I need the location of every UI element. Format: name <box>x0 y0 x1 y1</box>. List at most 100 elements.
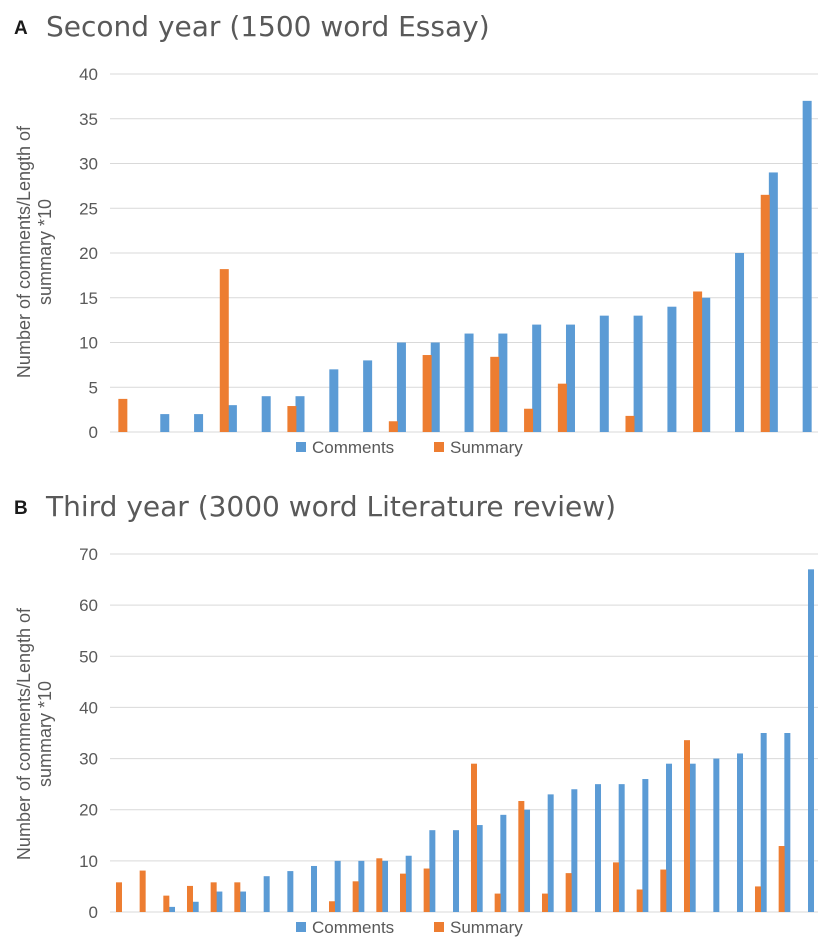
bar-comments <box>311 865 318 912</box>
y-axis-label-line: Number of comments/Length of <box>14 607 34 860</box>
bar-summary <box>778 846 785 912</box>
bar-summary <box>186 885 193 912</box>
y-tick-label: 30 <box>79 155 98 174</box>
bar-comments <box>599 315 609 432</box>
bar-comments <box>735 253 745 432</box>
bar-comments <box>396 342 406 432</box>
y-axis-label-line: summary *10 <box>35 199 55 305</box>
bar-summary <box>115 882 122 912</box>
bar-comments <box>160 414 170 432</box>
bar-comments <box>784 733 791 912</box>
bar-comments <box>240 891 247 912</box>
y-axis-label: Number of comments/Length of summary *10 <box>14 607 55 860</box>
bar-comments <box>642 779 649 912</box>
y-tick-label: 20 <box>79 801 98 820</box>
legend-swatch-summary <box>434 922 444 932</box>
legend-label-comments: Comments <box>312 918 394 937</box>
bar-comments <box>358 860 365 912</box>
bar-summary <box>234 882 241 912</box>
bar-comments <box>760 733 767 912</box>
y-tick-label: 70 <box>79 545 98 564</box>
bar-comments <box>261 396 271 432</box>
legend-swatch-comments <box>296 922 306 932</box>
bar-comments <box>216 891 223 912</box>
bar-summary <box>422 355 432 432</box>
bar-comments <box>429 830 436 912</box>
bar-comments <box>802 100 812 432</box>
y-tick-label: 15 <box>79 289 98 308</box>
legend-label-summary: Summary <box>450 438 523 457</box>
bar-summary <box>352 881 359 912</box>
y-tick-label: 10 <box>79 852 98 871</box>
bar-comments <box>666 763 673 912</box>
bar-comments <box>363 360 373 432</box>
chart-title: Second year (1500 word Essay) <box>46 10 490 43</box>
y-tick-label: 5 <box>89 378 98 397</box>
y-tick-label: 0 <box>89 423 98 442</box>
bar-summary <box>376 858 383 912</box>
bar-comments <box>464 333 474 432</box>
bar-summary <box>683 740 690 912</box>
bar-summary <box>518 801 525 912</box>
bar-summary <box>219 269 229 432</box>
chart-a: 0 5 10 15 20 25 30 35 40 Number of comments/Lengt… <box>14 65 818 457</box>
bar-comments <box>405 855 412 912</box>
bar-comments <box>192 901 199 912</box>
legend: Comments Summary <box>296 918 523 937</box>
bar-comments <box>667 306 677 432</box>
bar-comments <box>382 860 389 912</box>
y-tick-label: 25 <box>79 199 98 218</box>
chart-b: 0 10 20 30 40 50 60 70 Number of comments/Length… <box>14 545 818 937</box>
bar-summary <box>328 901 335 912</box>
bar-summary <box>660 869 667 912</box>
y-tick-label: 10 <box>79 334 98 353</box>
y-tick-label: 35 <box>79 110 98 129</box>
bar-comments <box>565 324 575 432</box>
bar-summary <box>693 291 703 432</box>
y-tick-label: 40 <box>79 65 98 84</box>
bar-comments <box>430 342 440 432</box>
y-tick-label: 0 <box>89 903 98 922</box>
bar-summary <box>541 893 548 912</box>
bar-comments <box>618 784 625 912</box>
y-axis-label: Number of comments/Length of summary *10 <box>14 125 55 378</box>
y-tick-label: 30 <box>79 750 98 769</box>
bar-comments <box>633 315 643 432</box>
legend-label-summary: Summary <box>450 918 523 937</box>
bar-summary <box>494 893 501 912</box>
bar-summary <box>612 862 619 912</box>
bar-summary <box>524 408 534 432</box>
bar-comments <box>768 172 778 432</box>
bar-comments <box>808 569 815 912</box>
y-tick-label: 40 <box>79 698 98 717</box>
bar-summary <box>399 873 406 912</box>
bar-comments <box>500 814 507 912</box>
bar-comments <box>689 763 696 912</box>
bar-summary <box>118 398 128 432</box>
bar-comments <box>532 324 542 432</box>
bar-comments <box>701 297 711 432</box>
bar-summary <box>760 194 770 432</box>
bar-comments <box>571 789 578 912</box>
bar-summary <box>625 415 635 432</box>
bar-comments <box>737 753 744 912</box>
bar-comments <box>287 871 294 912</box>
legend-swatch-comments <box>296 442 306 452</box>
panel-b: 0 10 20 30 40 50 60 70 Number of comments/Length… <box>0 482 818 939</box>
bar-comments <box>713 758 720 912</box>
bar-comments <box>524 809 531 912</box>
y-tick-label: 50 <box>79 647 98 666</box>
bar-comments <box>194 414 204 432</box>
panel-letter: A <box>14 18 28 39</box>
legend-label-comments: Comments <box>312 438 394 457</box>
panel-letter: B <box>14 498 28 519</box>
bar-summary <box>490 356 500 432</box>
bar-comments <box>169 906 176 912</box>
bar-comments <box>295 396 305 432</box>
bar-comments <box>263 876 270 912</box>
bar-summary <box>754 886 761 912</box>
bar-summary <box>423 868 430 912</box>
bar-comments <box>595 784 602 912</box>
chart-title: Third year (3000 word Literature review) <box>46 490 617 523</box>
bar-summary <box>287 406 297 432</box>
